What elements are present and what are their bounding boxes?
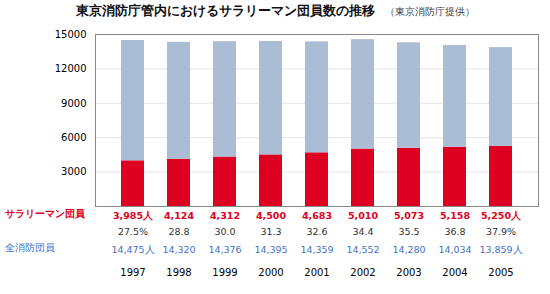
svg-text:5,158: 5,158	[440, 210, 470, 221]
svg-text:9000: 9000	[61, 98, 86, 109]
svg-text:14,552: 14,552	[346, 244, 379, 255]
svg-text:14,280: 14,280	[392, 244, 425, 255]
svg-text:37.9%: 37.9%	[486, 226, 516, 237]
svg-text:14,034: 14,034	[438, 244, 471, 255]
svg-text:27.5%: 27.5%	[118, 226, 148, 237]
svg-text:3000: 3000	[61, 166, 86, 177]
svg-text:6000: 6000	[61, 132, 86, 143]
svg-text:1998: 1998	[166, 267, 191, 278]
svg-text:2003: 2003	[396, 267, 421, 278]
svg-text:2000: 2000	[258, 267, 283, 278]
svg-text:31.3: 31.3	[260, 226, 281, 237]
svg-text:3,985人: 3,985人	[113, 210, 154, 221]
svg-text:14,395: 14,395	[254, 244, 287, 255]
svg-text:2005: 2005	[488, 267, 513, 278]
svg-text:35.5: 35.5	[398, 226, 419, 237]
svg-text:32.6: 32.6	[306, 226, 327, 237]
svg-text:13,859人: 13,859人	[479, 244, 522, 255]
svg-text:1997: 1997	[120, 267, 145, 278]
html-text:東京消防庁管内におけるサラリーマン団員数の推移: 東京消防庁管内におけるサラリーマン団員数の推移	[75, 3, 375, 18]
svg-text:36.8: 36.8	[444, 226, 465, 237]
svg-text:14,359: 14,359	[300, 244, 333, 255]
svg-text:28.8: 28.8	[168, 226, 189, 237]
svg-text:4,500: 4,500	[256, 210, 286, 221]
svg-text:全消防団員: 全消防団員	[5, 242, 55, 253]
svg-text:2002: 2002	[350, 267, 375, 278]
svg-text:12000: 12000	[55, 63, 87, 74]
svg-text:5,010: 5,010	[348, 210, 378, 221]
svg-text:サラリーマン団員: サラリーマン団員	[5, 208, 86, 219]
svg-text:14,376: 14,376	[208, 244, 241, 255]
svg-text:15000: 15000	[55, 29, 87, 40]
svg-text:14,475人: 14,475人	[111, 244, 154, 255]
svg-text:5,250人: 5,250人	[481, 210, 522, 221]
svg-text:5,073: 5,073	[394, 210, 424, 221]
html-text:（東京消防庁提供）: （東京消防庁提供）	[384, 6, 475, 17]
svg-text:4,124: 4,124	[164, 210, 194, 221]
svg-text:4,683: 4,683	[302, 210, 332, 221]
svg-text:2004: 2004	[442, 267, 467, 278]
svg-text:30.0: 30.0	[214, 226, 235, 237]
svg-text:2001: 2001	[304, 267, 329, 278]
svg-text:1999: 1999	[212, 267, 237, 278]
svg-text:14,320: 14,320	[162, 244, 195, 255]
svg-text:4,312: 4,312	[210, 210, 240, 221]
svg-text:34.4: 34.4	[352, 226, 373, 237]
